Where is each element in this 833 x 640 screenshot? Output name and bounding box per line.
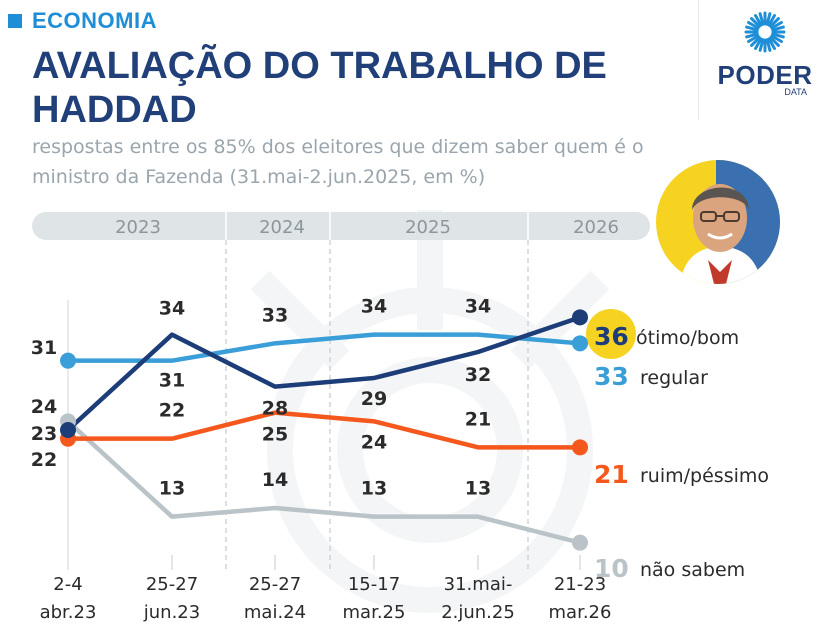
logo-ray [747,21,760,30]
data-label: 22 [159,400,185,422]
x-tick-label: mai.24 [244,602,306,623]
logo-ray [745,32,759,39]
x-tick-label: 21-23 [554,574,606,595]
series-name-label: ruim/péssimo [640,465,769,487]
year-band-bg [32,212,650,240]
data-label: 25 [262,424,288,446]
year-label: 2023 [115,217,161,238]
header-divider [698,0,699,120]
data-label: 31 [159,370,185,392]
logo-subword: DATA [784,87,807,97]
x-tick-label: 31.mai- [444,574,513,595]
year-band: 2023 2024 2025 2026 [32,212,650,240]
end-value-label: 36 [594,322,629,351]
logo-ray [771,25,785,32]
series-line-1 [68,332,581,363]
x-tick-label: abr.23 [40,602,97,623]
chart-title: AVALIAÇÃO DO TRABALHO DE HADDAD [32,45,607,131]
x-tick-label: 25-27 [249,574,301,595]
series-name-label: ótimo/bom [636,327,739,349]
data-label: 32 [465,364,491,386]
logo-ray [765,12,772,26]
logo-ray [747,34,760,43]
series-name-label: não sabem [640,559,745,581]
kicker-label: ECONOMIA [32,8,157,33]
logo-ray [750,17,761,28]
series-name-label: regular [640,367,708,389]
end-value-label: 33 [594,362,629,391]
end-value-label: 21 [594,460,629,489]
data-label: 22 [31,449,57,471]
end-value-label: 10 [594,554,629,583]
data-label: 34 [361,296,387,318]
data-label: 34 [465,296,491,318]
series-point [572,534,588,551]
logo-ray [770,34,783,43]
section-kicker: ECONOMIA [8,8,157,34]
series-points [60,309,588,551]
logo-ray [758,12,765,26]
x-tick-label: mar.26 [549,602,612,623]
series-point [60,422,76,438]
poderdata-logo: PODER DATA [715,10,815,97]
data-label: 34 [159,298,185,320]
logo-ray [758,38,765,52]
x-tick-label: mar.25 [343,602,406,623]
series-point [60,352,76,369]
x-tick-label: 2.jun.25 [441,602,515,623]
data-label: 13 [361,478,387,500]
logo-ray [769,36,780,47]
data-label: 13 [465,478,491,500]
year-label: 2025 [405,217,451,238]
series-line-3 [66,419,581,545]
period-gridlines [67,240,581,570]
year-label: 2026 [573,217,619,238]
series-point [572,439,588,456]
x-tick-label: 15-17 [348,574,400,595]
logo-ray [767,14,776,27]
logo-ray [769,17,780,28]
data-label: 28 [262,398,288,420]
series-line-2 [68,410,580,450]
data-label: 13 [159,478,185,500]
data-label: 24 [361,431,387,453]
x-tick-label: 25-27 [146,574,198,595]
data-label: 29 [361,388,387,410]
x-axis-labels: 2-4 abr.23 25-27 jun.23 25-27 mai.24 15-17 mar.… [40,574,612,623]
data-label: 33 [262,304,288,326]
series-lines [66,309,636,545]
data-label: 24 [31,396,57,418]
data-label: 14 [262,469,288,491]
logo-ray [770,21,783,30]
logo-ray [754,14,763,27]
data-label: 21 [465,408,491,430]
logo-ray [765,38,772,52]
chart-subtitle: respostas entre os 85% dos eleitores que… [32,136,644,188]
logo-ray [750,36,761,47]
haddad-portrait-icon [656,160,780,284]
x-tick-label: jun.23 [143,602,200,623]
logo-ray [771,32,785,39]
highlight-circle [586,309,636,359]
logo-ray [745,25,759,32]
series-point [572,335,588,352]
year-label: 2024 [259,217,305,238]
logo-ray [754,37,763,50]
logo-word: PODER [717,60,813,90]
data-labels: 23 34 28 29 32 36 ótimo/bom 31 31 33 34 34 33 regular… [31,296,769,583]
series-line-0 [66,315,581,432]
x-tick-label: 2-4 [53,574,82,595]
data-label: 31 [31,337,57,359]
data-label: 23 [31,423,57,445]
logo-burst-icon [744,11,786,53]
series-point [572,309,588,326]
kicker-square-icon [8,14,22,28]
logo-ray [767,37,776,50]
